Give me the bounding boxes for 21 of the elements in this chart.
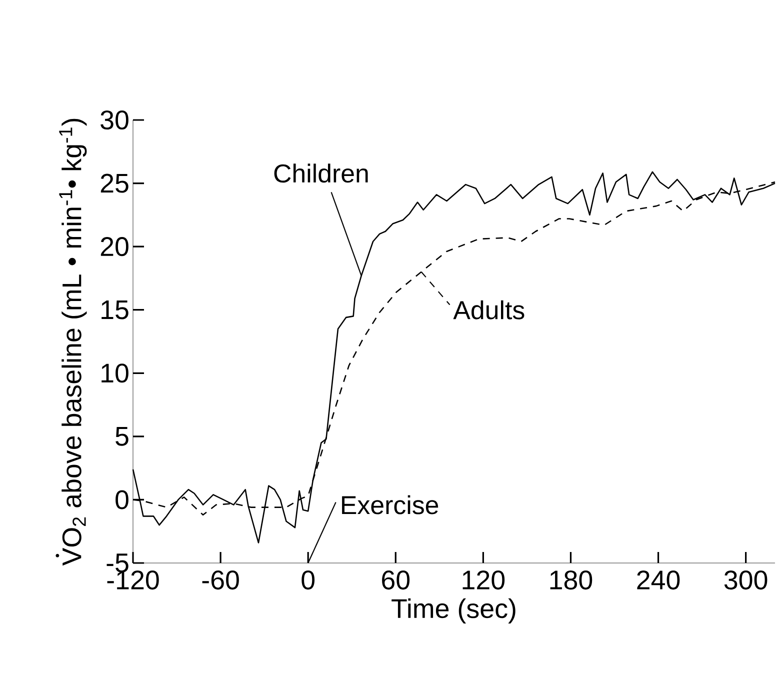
- y-tick-label: 10: [102, 364, 128, 383]
- y-tick-label: 25: [100, 174, 128, 193]
- legend-label: Adults: [453, 300, 524, 320]
- x-axis-title: Time (sec): [392, 598, 516, 624]
- x-tick-label: -120: [107, 570, 159, 590]
- x-tick-label: 180: [550, 570, 592, 590]
- x-tick-label: 0: [302, 570, 315, 590]
- x-tick-label: -60: [202, 570, 239, 590]
- annotation: Exercise: [342, 495, 438, 514]
- x-tick-label: 60: [382, 570, 410, 590]
- series-label: Children: [274, 164, 368, 183]
- x-tick-label: 300: [724, 570, 768, 590]
- y-tick-label: -5: [106, 554, 128, 572]
- x-tick-label: 240: [637, 570, 680, 590]
- y-tick-label: 0: [116, 490, 128, 510]
- y-tick-label: 5: [116, 427, 128, 446]
- y-tick-label: 20: [100, 237, 128, 256]
- y-tick-label: 15: [102, 300, 128, 320]
- x-tick-label: 120: [462, 570, 505, 590]
- y-tick-label: 30: [100, 110, 128, 130]
- y-axis-title: VO$_{2}$ above baseline (mL • min$^{-1}$• kg$^{-1}$): [59, 118, 87, 566]
